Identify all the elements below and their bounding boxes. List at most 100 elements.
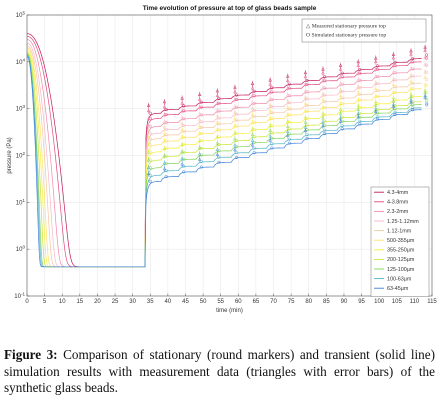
measured-marker	[374, 86, 378, 90]
measured-marker	[285, 119, 290, 123]
simulated-marker	[375, 102, 379, 106]
measured-marker	[338, 111, 343, 116]
simulated-marker	[270, 146, 274, 150]
y-tick-label: 104	[16, 57, 26, 65]
simulated-marker	[252, 140, 256, 144]
simulated-marker	[358, 122, 362, 126]
measured-marker	[146, 165, 151, 169]
measured-marker	[285, 105, 290, 109]
simulated-marker	[323, 128, 327, 132]
series-markers-7	[146, 82, 429, 154]
simulated-marker	[425, 103, 429, 107]
measured-marker	[423, 75, 427, 79]
simulated-marker	[358, 85, 362, 90]
measured-marker	[180, 115, 184, 120]
x-tick-label: 0	[25, 299, 29, 305]
measured-marker	[180, 121, 184, 125]
measured-marker	[391, 82, 396, 87]
measured-marker	[391, 77, 396, 81]
simulated-marker	[199, 120, 203, 124]
simulated-marker	[199, 100, 203, 104]
measured-marker	[338, 67, 343, 71]
measured-marker	[356, 114, 360, 118]
measured-marker	[162, 161, 167, 165]
simulated-marker	[411, 67, 415, 71]
simulated-marker	[358, 115, 362, 119]
measured-marker	[197, 117, 202, 122]
simulated-marker	[148, 166, 152, 170]
simulated-marker	[411, 74, 415, 78]
x-tick-label: 105	[392, 299, 403, 305]
measured-marker	[285, 93, 290, 97]
simulated-marker	[358, 105, 362, 109]
measured-marker	[321, 111, 325, 115]
simulated-marker	[148, 143, 152, 147]
measured-marker	[391, 104, 396, 109]
simulated-marker	[270, 136, 274, 140]
y-axis-ticks: 10-1 100 101 102 103 104 105	[14, 11, 30, 300]
simulated-marker	[252, 120, 256, 124]
x-tick-label: 35	[147, 299, 154, 305]
x-axis-title: time (min)	[216, 308, 243, 314]
measured-marker	[197, 112, 202, 116]
measured-marker	[338, 74, 343, 78]
y-tick-label: 103	[16, 104, 26, 113]
measured-marker	[233, 143, 237, 147]
simulated-marker	[425, 56, 429, 60]
simulated-marker	[393, 60, 397, 64]
simulated-marker	[340, 96, 344, 100]
simulated-marker	[182, 104, 186, 108]
simulated-marker	[164, 139, 168, 143]
simulated-marker	[252, 101, 256, 105]
measured-marker	[409, 59, 413, 63]
simulated-marker	[270, 90, 274, 94]
caption-text: Comparison of stationary (round markers)…	[4, 347, 435, 395]
caption-label: Figure 3:	[4, 347, 58, 362]
measured-marker	[268, 89, 272, 94]
simulated-marker	[217, 122, 221, 126]
simulated-marker	[252, 94, 256, 98]
simulated-marker	[287, 141, 291, 145]
measured-marker	[250, 119, 255, 124]
simulated-marker	[340, 109, 344, 113]
simulated-marker	[323, 75, 327, 79]
simulated-marker	[305, 103, 309, 107]
simulated-marker	[340, 102, 344, 106]
x-axis-ticks: 0 5 10 15 20 25 30 35 40 45 50 55 60 65 70 75 80 85 90 95 10…	[25, 293, 437, 305]
measured-marker	[338, 81, 343, 85]
simulated-marker	[305, 90, 309, 94]
series-markers-5	[146, 68, 429, 141]
simulated-marker	[148, 173, 152, 177]
x-tick-label: 110	[410, 299, 420, 305]
measured-marker	[374, 74, 378, 78]
simulated-marker	[148, 158, 152, 162]
simulated-marker	[234, 155, 239, 160]
simulated-marker	[234, 151, 239, 155]
legend-label: 4-3.8mm	[387, 200, 409, 206]
measured-marker	[303, 89, 308, 93]
measured-marker	[215, 93, 220, 97]
simulated-marker	[411, 57, 415, 61]
measured-marker	[268, 134, 272, 138]
simulated-marker	[425, 70, 429, 74]
simulated-marker	[411, 60, 415, 64]
measured-marker	[338, 101, 343, 105]
simulated-marker	[252, 128, 256, 132]
measured-marker	[197, 92, 202, 96]
measured-marker	[233, 130, 237, 135]
simulated-marker	[340, 71, 344, 75]
measured-marker	[356, 77, 360, 82]
measured-marker	[356, 90, 360, 94]
simulated-marker	[287, 107, 291, 111]
x-tick-label: 65	[253, 299, 260, 305]
measured-marker	[146, 108, 151, 113]
measured-marker	[423, 82, 427, 87]
simulated-marker	[148, 131, 152, 135]
measured-marker	[321, 123, 325, 128]
measured-marker	[321, 78, 325, 82]
measured-marker	[338, 107, 343, 111]
simulated-marker	[234, 124, 239, 128]
measured-marker	[197, 138, 202, 143]
x-tick-label: 55	[217, 299, 224, 305]
